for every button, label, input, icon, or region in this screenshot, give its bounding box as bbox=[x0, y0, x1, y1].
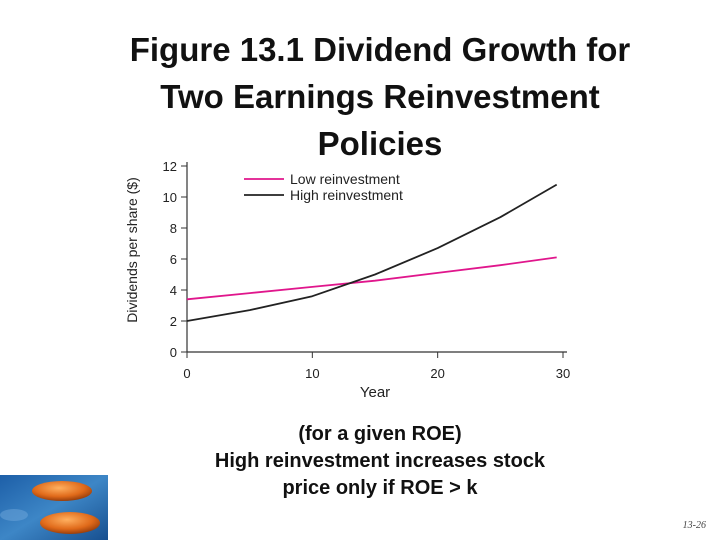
title-line-3: Policies bbox=[317, 125, 443, 162]
chart-axes: 0 2 4 6 8 10 12 0 10 20 30 bbox=[163, 159, 571, 381]
y-tick-label: 2 bbox=[170, 314, 177, 329]
x-tick-label: 30 bbox=[556, 366, 570, 381]
chart-series bbox=[186, 183, 558, 322]
series-line-low-reinvestment bbox=[186, 256, 557, 301]
x-tick-label: 10 bbox=[305, 366, 319, 381]
y-tick-label: 0 bbox=[170, 345, 177, 360]
x-axis-label: Year bbox=[360, 384, 390, 401]
title-line-1: Figure 13.1 Dividend Growth for bbox=[129, 31, 631, 68]
y-tick-label: 10 bbox=[163, 190, 177, 205]
page-number: 13-26 bbox=[682, 520, 706, 531]
y-tick-label: 6 bbox=[170, 252, 177, 267]
slide-title: Figure 13.1 Dividend Growth for Two Earn… bbox=[60, 26, 700, 167]
slide-caption: (for a given ROE) High reinvestment incr… bbox=[140, 421, 620, 502]
stones-illustration bbox=[0, 475, 108, 540]
legend-label: High reinvestment bbox=[290, 187, 403, 203]
y-tick-label: 12 bbox=[163, 159, 177, 174]
title-line-2: Two Earnings Reinvestment bbox=[160, 78, 600, 115]
y-tick-label: 4 bbox=[170, 283, 177, 298]
decorative-stones-image bbox=[0, 475, 108, 540]
x-tick-label: 20 bbox=[430, 366, 444, 381]
y-tick-label: 8 bbox=[170, 221, 177, 236]
series-line-high-reinvestment bbox=[186, 183, 558, 322]
caption-line-1: (for a given ROE) bbox=[298, 423, 462, 445]
x-tick-label: 0 bbox=[183, 366, 190, 381]
legend-label: Low reinvestment bbox=[290, 171, 400, 187]
y-axis-label: Dividends per share ($) bbox=[124, 177, 140, 323]
caption-line-3: price only if ROE > k bbox=[282, 477, 478, 499]
caption-line-2: High reinvestment increases stock bbox=[214, 450, 546, 472]
